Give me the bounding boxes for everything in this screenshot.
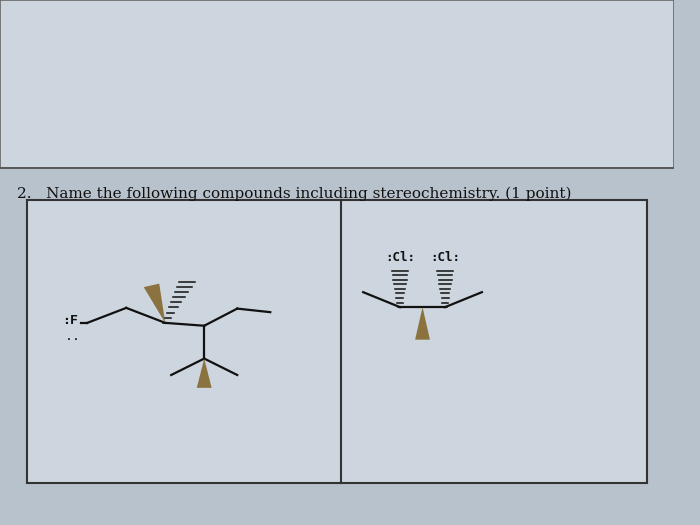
Bar: [0, 0, 674, 168]
Text: :Cl:: :Cl:: [430, 251, 460, 265]
Polygon shape: [415, 307, 430, 340]
Text: :Cl:: :Cl:: [385, 251, 415, 265]
Bar: [27, 200, 648, 483]
Polygon shape: [197, 359, 211, 388]
Polygon shape: [144, 284, 165, 323]
Text: :F: :F: [62, 314, 78, 327]
Text: ..: ..: [64, 330, 81, 342]
Text: 2.   Name the following compounds including stereochemistry. (1 point): 2. Name the following compounds includin…: [17, 186, 571, 201]
